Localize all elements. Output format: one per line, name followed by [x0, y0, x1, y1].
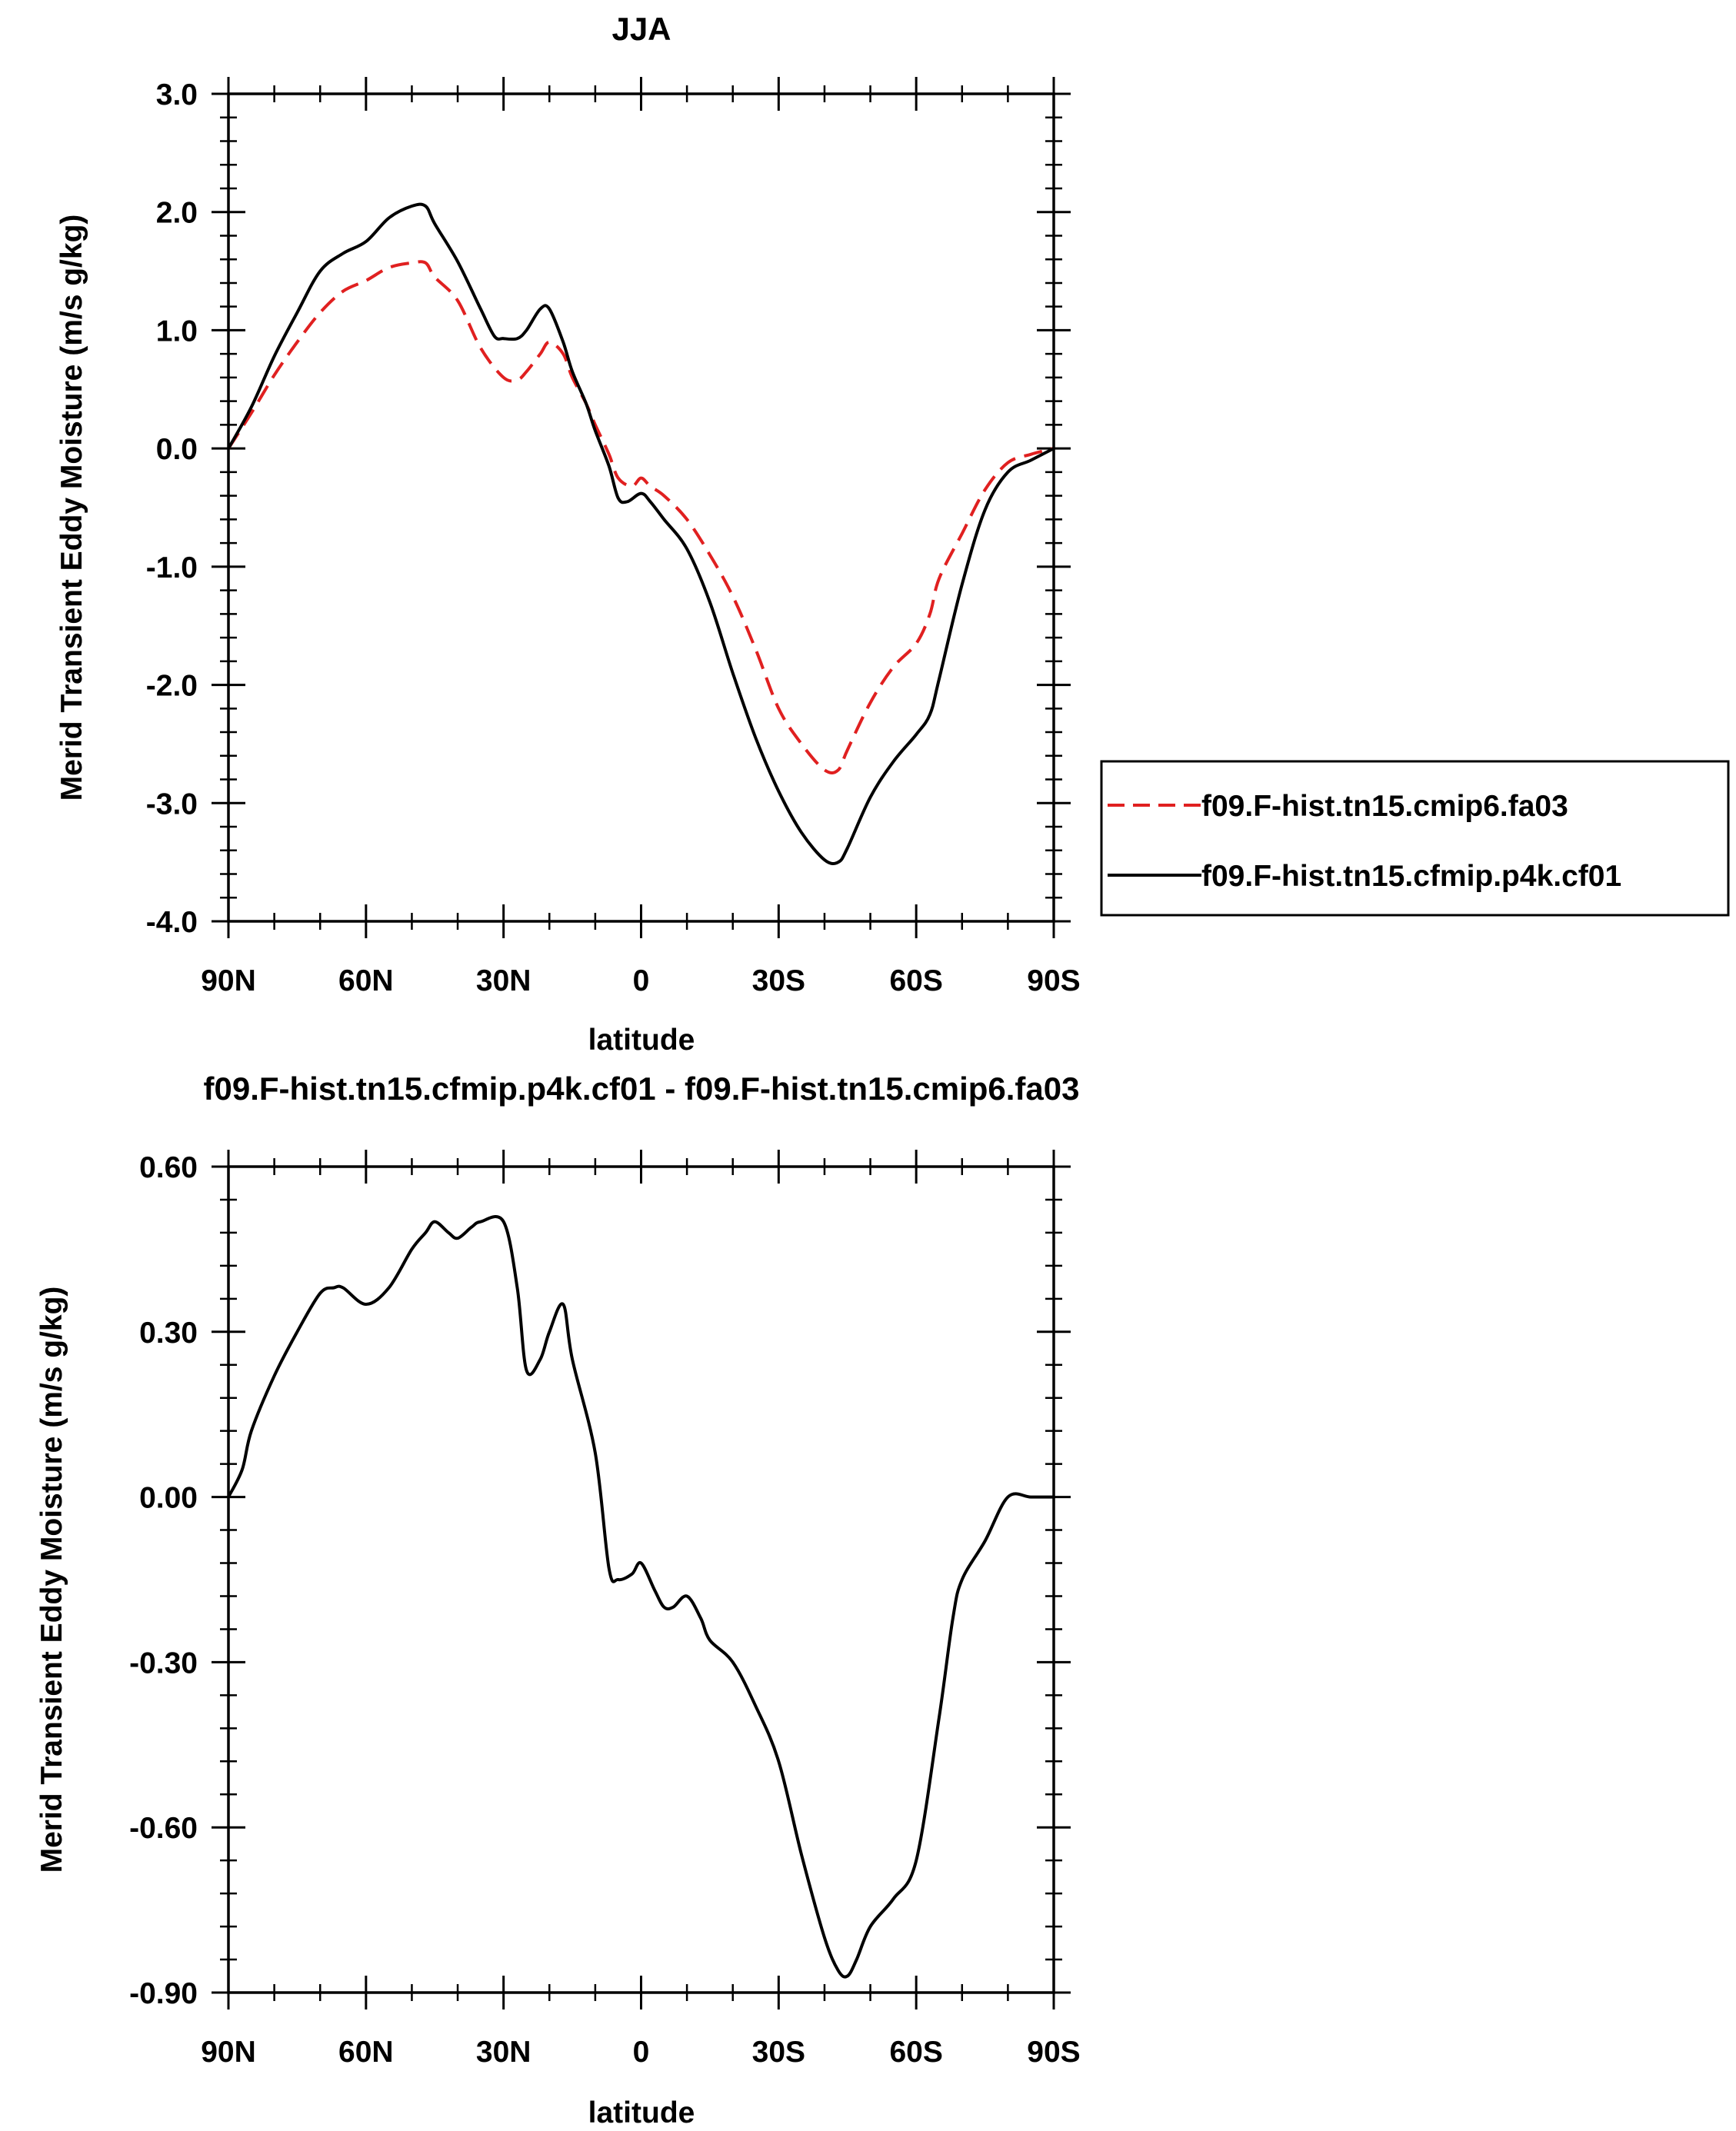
top-y-tick-label: -2.0: [146, 670, 198, 703]
top-series-line-0: [227, 260, 1055, 774]
bottom-chart-title: f09.F-hist.tn15.cfmip.p4k.cf01 - f09.F-h…: [204, 1070, 1080, 1107]
top-y-tick-label: -3.0: [146, 787, 198, 821]
bottom-x-tick-label: 90S: [1027, 2036, 1080, 2069]
bottom-x-tick-label: 30S: [752, 2036, 805, 2069]
bottom-y-tick-label: 0.30: [139, 1317, 198, 1350]
bottom-series-line-0: [227, 1215, 1054, 1979]
bottom-y-axis-label: Merid Transient Eddy Moisture (m/s g/kg): [35, 1287, 68, 1873]
top-x-tick-label: 60S: [889, 964, 942, 997]
top-x-tick-label: 90N: [201, 964, 256, 997]
bottom-y-tick-label: -0.60: [129, 1812, 198, 1845]
top-y-tick-label: -1.0: [146, 551, 198, 584]
top-x-tick-label: 90S: [1027, 964, 1080, 997]
top-x-tick-label: 0: [633, 964, 650, 997]
bottom-x-tick-label: 60S: [889, 2036, 942, 2069]
top-x-tick-label: 30S: [752, 964, 805, 997]
bottom-plot-frame: [227, 1165, 1055, 1994]
bottom-x-axis-label: latitude: [588, 2096, 695, 2129]
top-y-tick-label: 2.0: [156, 197, 198, 230]
bottom-y-tick-labels: 0.60 0.30 0.00 -0.30 -0.60 -0.90: [129, 1151, 198, 2010]
bottom-x-tick-labels: 90N 60N 30N 0 30S 60S 90S: [201, 2036, 1080, 2069]
top-x-tick-label: 60N: [338, 964, 394, 997]
top-x-tick-label: 30N: [476, 964, 531, 997]
bottom-series-lines: [227, 1215, 1054, 1979]
panel-bottom-chart: f09.F-hist.tn15.cfmip.p4k.cf01 - f09.F-h…: [35, 1070, 1081, 2129]
panel-top-chart: JJA 3.0 2.0 1.0 0.0 -1.0 -2.0 -3.0 -4.0 90N 60N 3…: [55, 11, 1730, 1057]
top-y-tick-label: 1.0: [156, 315, 198, 348]
top-y-tick-label: 3.0: [156, 78, 198, 112]
top-y-axis-label: Merid Transient Eddy Moisture (m/s g/kg): [55, 215, 88, 801]
top-y-tick-label: -4.0: [146, 906, 198, 939]
top-x-axis-label: latitude: [588, 1024, 695, 1057]
bottom-x-tick-label: 60N: [338, 2036, 394, 2069]
top-series-lines: [227, 202, 1055, 865]
bottom-axis-ticks: [212, 1150, 1071, 2009]
top-x-tick-labels: 90N 60N 30N 0 30S 60S 90S: [201, 964, 1080, 997]
legend-box: [1100, 760, 1730, 917]
bottom-y-tick-label: 0.60: [139, 1151, 198, 1184]
legend-label-cmip6: f09.F-hist.tn15.cmip6.fa03: [1201, 790, 1568, 823]
top-plot-frame: [227, 92, 1055, 923]
top-y-tick-label: 0.0: [156, 433, 198, 466]
legend: f09.F-hist.tn15.cmip6.fa03 f09.F-hist.tn…: [1100, 760, 1730, 917]
bottom-x-tick-label: 90N: [201, 2036, 256, 2069]
top-y-tick-labels: 3.0 2.0 1.0 0.0 -1.0 -2.0 -3.0 -4.0: [146, 78, 198, 939]
top-axis-ticks: [212, 77, 1071, 938]
bottom-x-tick-label: 0: [633, 2036, 650, 2069]
legend-label-p4k: f09.F-hist.tn15.cfmip.p4k.cf01: [1201, 860, 1621, 893]
top-chart-title: JJA: [611, 11, 671, 47]
bottom-x-tick-label: 30N: [476, 2036, 531, 2069]
bottom-y-tick-label: -0.30: [129, 1647, 198, 1680]
top-series-line-1: [227, 202, 1055, 865]
bottom-y-tick-label: 0.00: [139, 1482, 198, 1515]
bottom-y-tick-label: -0.90: [129, 1977, 198, 2010]
